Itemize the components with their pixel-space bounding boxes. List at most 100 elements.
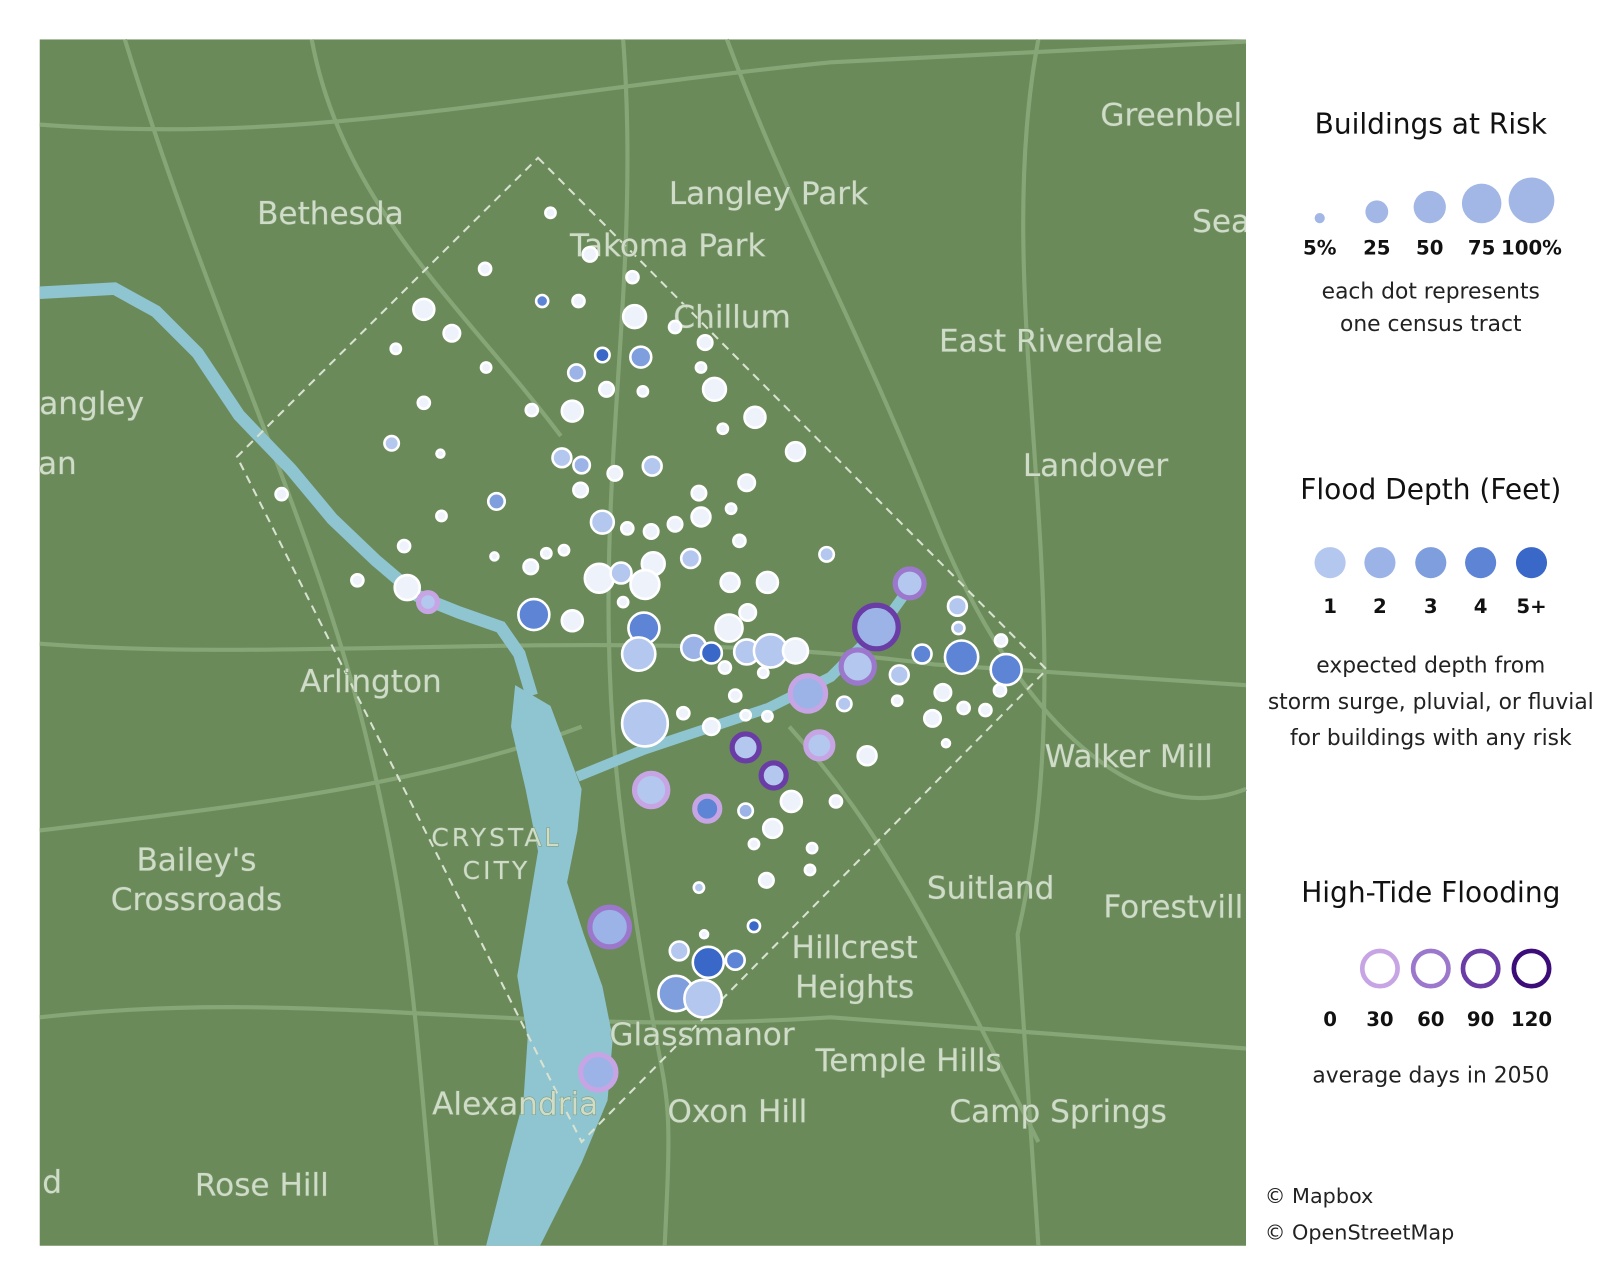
tract-dot: [544, 206, 557, 220]
tract-dot: [852, 602, 901, 652]
place-labels: Greenbel Sea Bethesda Langley Park Takoma Pa…: [40, 97, 1250, 1204]
legend-size-dot: [1413, 190, 1446, 224]
place-label: Takoma Park: [569, 228, 765, 264]
tract-dot: [642, 522, 660, 541]
legend-title: Flood Depth (Feet): [1300, 473, 1561, 506]
tract-dot: [803, 729, 836, 762]
tract-dot: [696, 334, 714, 352]
place-label: Rose Hill: [195, 1168, 329, 1204]
tract-dot: [761, 817, 784, 840]
tract-dot: [435, 509, 448, 523]
tract-dot: [625, 269, 640, 285]
tract-dot: [636, 384, 650, 398]
place-label: d: [42, 1164, 62, 1200]
tract-dot: [666, 515, 684, 533]
tract-dot: [621, 303, 648, 330]
place-label: Bethesda: [257, 196, 404, 232]
tract-dot: [787, 673, 829, 714]
legend-tide-ring: [1310, 948, 1351, 989]
tract-dot: [571, 293, 586, 309]
place-label: Heights: [795, 969, 914, 1005]
place-label: Landover: [1023, 448, 1169, 484]
roads: [39, 38, 1247, 1246]
tract-dot: [933, 682, 953, 702]
tract-dot: [761, 709, 774, 723]
tract-dot: [620, 636, 657, 672]
place-label: Crossroads: [111, 882, 283, 918]
legend-note: expected depth from: [1316, 653, 1545, 678]
legend-tide-label: 30: [1366, 1008, 1393, 1031]
legend-tide-ring: [1511, 948, 1552, 989]
legend-note: storm surge, pluvial, or fluvial: [1268, 690, 1594, 715]
legend-size-label: 5%: [1303, 237, 1337, 260]
tract-dot: [755, 570, 780, 595]
district-boundary: [235, 156, 1049, 1144]
legend-depth-label: 2: [1373, 595, 1387, 618]
tract-dot: [619, 521, 635, 536]
tract-dot: [690, 506, 712, 528]
place-label: Arlington: [300, 664, 442, 700]
legend-depth-dot: [1364, 547, 1396, 579]
tract-dot: [551, 447, 573, 469]
tract-dot: [737, 473, 757, 493]
tract-dot: [616, 595, 630, 609]
tract-dot: [694, 361, 708, 374]
tract-dot: [727, 688, 743, 703]
place-label: Langley Park: [669, 176, 868, 212]
tract-dot: [412, 297, 436, 322]
tract-dot: [951, 620, 966, 636]
place-label: Hillcrest: [792, 930, 918, 966]
legend-size-dot: [1365, 200, 1389, 224]
tract-dot: [699, 641, 724, 665]
tract-dot: [667, 319, 683, 335]
tract-dot: [477, 261, 493, 277]
legend-depth-label: 5+: [1516, 595, 1546, 618]
tract-dot: [888, 664, 910, 686]
tract-dot: [992, 683, 1008, 698]
tract-dot: [668, 940, 690, 962]
tract-dot: [724, 502, 738, 516]
tract-dot: [714, 613, 744, 643]
place-label: CRYSTAL: [431, 823, 561, 852]
tract-dot: [566, 363, 586, 383]
tract-dot: [943, 639, 980, 676]
tract-dot: [583, 562, 616, 594]
legend-depth-dot: [1515, 547, 1548, 579]
legend-tide-ring: [1359, 948, 1400, 989]
tract-dot: [524, 402, 540, 418]
tract-dot: [641, 455, 663, 477]
tract-dot: [560, 399, 585, 423]
legend-size-dot: [1461, 183, 1502, 224]
tract-dot: [560, 609, 585, 633]
place-label: Sea: [1192, 204, 1250, 240]
legend-title: High-Tide Flooding: [1301, 876, 1560, 909]
legend-note: each dot represents: [1322, 280, 1540, 305]
tract-dot: [692, 793, 723, 824]
tract-dot: [716, 422, 730, 436]
tract-dot: [442, 323, 462, 343]
tract-dot: [557, 543, 571, 557]
attribution: © OpenStreetMap: [1265, 1220, 1455, 1244]
tract-dot: [593, 346, 611, 364]
tract-dot: [589, 509, 616, 535]
legend-depth-dot: [1465, 547, 1497, 579]
legend-depth-label: 3: [1424, 595, 1438, 618]
tract-dot: [676, 705, 691, 721]
tract-dot: [828, 794, 844, 809]
tract-dot: [606, 464, 624, 482]
legend-tide-label: 120: [1511, 1008, 1552, 1031]
tract-dot: [993, 633, 1009, 648]
place-label: Suitland: [927, 871, 1055, 907]
potomac-estuary: [486, 685, 613, 1246]
tract-dot: [747, 837, 761, 851]
tract-dot: [946, 595, 969, 617]
legend-size-dot: [1508, 177, 1555, 224]
tract-dot: [838, 647, 877, 686]
tract-dot: [517, 597, 551, 632]
tract-dot: [784, 440, 807, 463]
tract-dot: [479, 361, 493, 374]
tract-dot: [779, 789, 804, 814]
tract-dot: [739, 708, 753, 722]
